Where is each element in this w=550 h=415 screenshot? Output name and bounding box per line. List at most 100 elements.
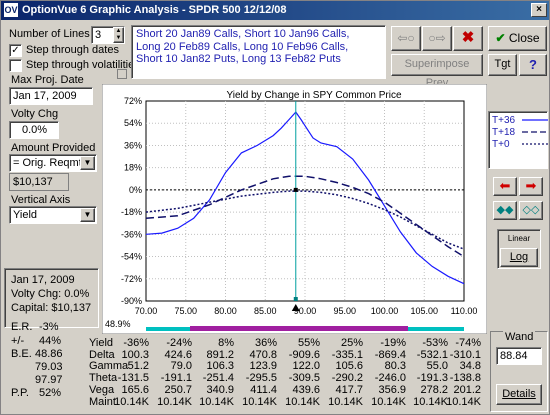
- summary-volty: Volty Chg: 0.0%: [11, 288, 90, 300]
- num-lines-label: Number of Lines: [9, 28, 90, 40]
- arrow-right-icon: ➡: [525, 178, 537, 193]
- legend-label: T+36: [492, 115, 516, 126]
- greek-cell: -335.1: [331, 348, 363, 361]
- chart-grid: [145, 100, 465, 302]
- greek-cell: 10.14K: [328, 395, 363, 408]
- series-line-t-36: [145, 111, 465, 285]
- greek-cell: -131.5: [117, 372, 149, 385]
- greek-cell: -869.4: [374, 348, 406, 361]
- legend-item: T+18: [492, 127, 548, 138]
- amount-provided-value: $10,137: [9, 173, 69, 191]
- num-lines-value: 3: [95, 29, 102, 41]
- help-icon: ?: [529, 57, 537, 72]
- chevron-down-icon[interactable]: ▼: [80, 208, 95, 222]
- linear-button[interactable]: Linear: [507, 234, 531, 243]
- volty-chg-field[interactable]: 0.0%: [9, 121, 59, 139]
- greek-cell: 25%: [340, 337, 363, 349]
- zoom-out-button[interactable]: ◇◇: [519, 201, 543, 220]
- legend-label: T+18: [492, 127, 516, 138]
- greek-cell: 165.6: [121, 383, 149, 396]
- greek-cell: 201.2: [453, 383, 481, 396]
- greek-cell: 79.0: [170, 360, 192, 373]
- log-button[interactable]: Log: [500, 248, 538, 267]
- spinner-arrows[interactable]: ▲ ▼: [113, 27, 124, 43]
- zoom-in-button[interactable]: ◆◆: [493, 201, 517, 220]
- wand-value-field[interactable]: 88.84: [496, 347, 542, 365]
- greek-cell: -309.5: [288, 372, 320, 385]
- vol-settings-icon[interactable]: [117, 69, 127, 79]
- greek-cell: -909.6: [288, 348, 320, 361]
- details-button[interactable]: Details: [496, 384, 542, 405]
- greek-cell: 424.6: [164, 348, 192, 361]
- amount-provided-select[interactable]: = Orig. Reqmt. ▼: [9, 154, 97, 172]
- greek-cell: 106.3: [206, 360, 234, 373]
- greek-cell: 250.7: [164, 383, 192, 396]
- back-arrow-icon: ⇦○: [397, 31, 415, 45]
- help-button[interactable]: ?: [519, 54, 547, 76]
- strategy-line: Long 20 Feb89 Calls, Long 10 Feb96 Calls…: [136, 40, 349, 53]
- strategy-line: Short 10 Jan82 Puts, Long 13 Feb82 Puts: [136, 53, 341, 65]
- x-tick-label: 105.00: [410, 306, 438, 316]
- check-icon: ✔: [495, 31, 506, 45]
- greek-cell: 105.6: [335, 360, 363, 373]
- num-lines-spinner[interactable]: 3 ▲ ▼: [91, 26, 125, 44]
- superimpose-prev-button[interactable]: Superimpose Prev: [391, 54, 483, 89]
- corner-percent-label: 48.9%: [105, 319, 131, 329]
- x-tick-label: 95.00: [333, 306, 356, 316]
- greek-cell: 122.0: [292, 360, 320, 373]
- greek-cell: 10.14K: [242, 395, 277, 408]
- greek-cell: 10.14K: [285, 395, 320, 408]
- back-button[interactable]: ⇦○: [391, 26, 421, 51]
- window-close-button[interactable]: ×: [531, 3, 547, 17]
- price-cursor[interactable]: [291, 101, 300, 311]
- legend-item: T+36: [492, 115, 548, 126]
- scroll-right-button[interactable]: ➡: [519, 177, 543, 196]
- chart-title: Yield by Change in SPY Common Price: [226, 90, 402, 101]
- be-value: 97.97: [35, 374, 63, 386]
- vertical-axis-select[interactable]: Yield ▼: [9, 206, 97, 224]
- y-tick-label: -90%: [121, 296, 142, 306]
- greek-cell: 123.9: [249, 360, 277, 373]
- delete-button[interactable]: ✖: [453, 26, 483, 51]
- be-label: B.E.: [11, 348, 32, 360]
- er-value: -3%: [39, 321, 59, 333]
- legend-dotted-line-icon: [522, 143, 549, 145]
- step-dates-label: Step through dates: [26, 44, 119, 56]
- greek-cell: 411.4: [250, 383, 277, 396]
- arrows-outward-icon: ◇◇: [522, 204, 540, 216]
- step-vols-checkbox[interactable]: [9, 59, 22, 72]
- greek-cell: 36%: [254, 337, 277, 349]
- forward-button[interactable]: ○⇨: [422, 26, 452, 51]
- y-tick-label: 36%: [124, 140, 142, 150]
- tgt-button[interactable]: Tgt: [488, 54, 517, 76]
- greek-cell: -251.4: [202, 372, 234, 385]
- greek-cell: -74%: [455, 337, 481, 349]
- scroll-left-button[interactable]: ⬅: [493, 177, 517, 196]
- close-button[interactable]: ✔ Close: [488, 26, 547, 51]
- chart-series: [145, 111, 465, 285]
- yield-chart[interactable]: Yield by Change in SPY Common Price 72% 5…: [101, 83, 488, 335]
- step-dates-checkbox[interactable]: ✓: [9, 44, 22, 57]
- chevron-down-icon[interactable]: ▼: [80, 156, 95, 170]
- chart-svg[interactable]: Yield by Change in SPY Common Price 72% 5…: [101, 83, 488, 335]
- greek-cell: 55%: [297, 337, 320, 349]
- y-tick-label: 0%: [129, 185, 142, 195]
- greek-cell: 100.3: [121, 348, 149, 361]
- checkmark-icon: ✓: [11, 45, 20, 56]
- x-tick-label: 70.00: [135, 306, 158, 316]
- y-tick-label: -54%: [121, 252, 142, 262]
- greek-cell: 356.9: [378, 383, 406, 396]
- summary-date: Jan 17, 2009: [11, 274, 75, 286]
- title-bar[interactable]: OV OptionVue 6 Graphic Analysis - SPDR 5…: [1, 1, 549, 20]
- legend-item: T+0: [492, 139, 549, 150]
- wand-label: Wand: [503, 331, 536, 343]
- x-tick-label: 80.00: [214, 306, 237, 316]
- greek-cell: 417.7: [335, 383, 363, 396]
- app-icon[interactable]: OV: [4, 3, 18, 17]
- cursor-handle: [293, 297, 298, 301]
- greek-cell: -53%: [422, 337, 448, 349]
- step-vols-label: Step through volatilities: [26, 59, 140, 71]
- max-proj-date-field[interactable]: Jan 17, 2009: [9, 87, 93, 105]
- summary-panel: Jan 17, 2009 Volty Chg: 0.0% Capital: $1…: [4, 268, 99, 328]
- x-tick-label: 90.00: [294, 306, 317, 316]
